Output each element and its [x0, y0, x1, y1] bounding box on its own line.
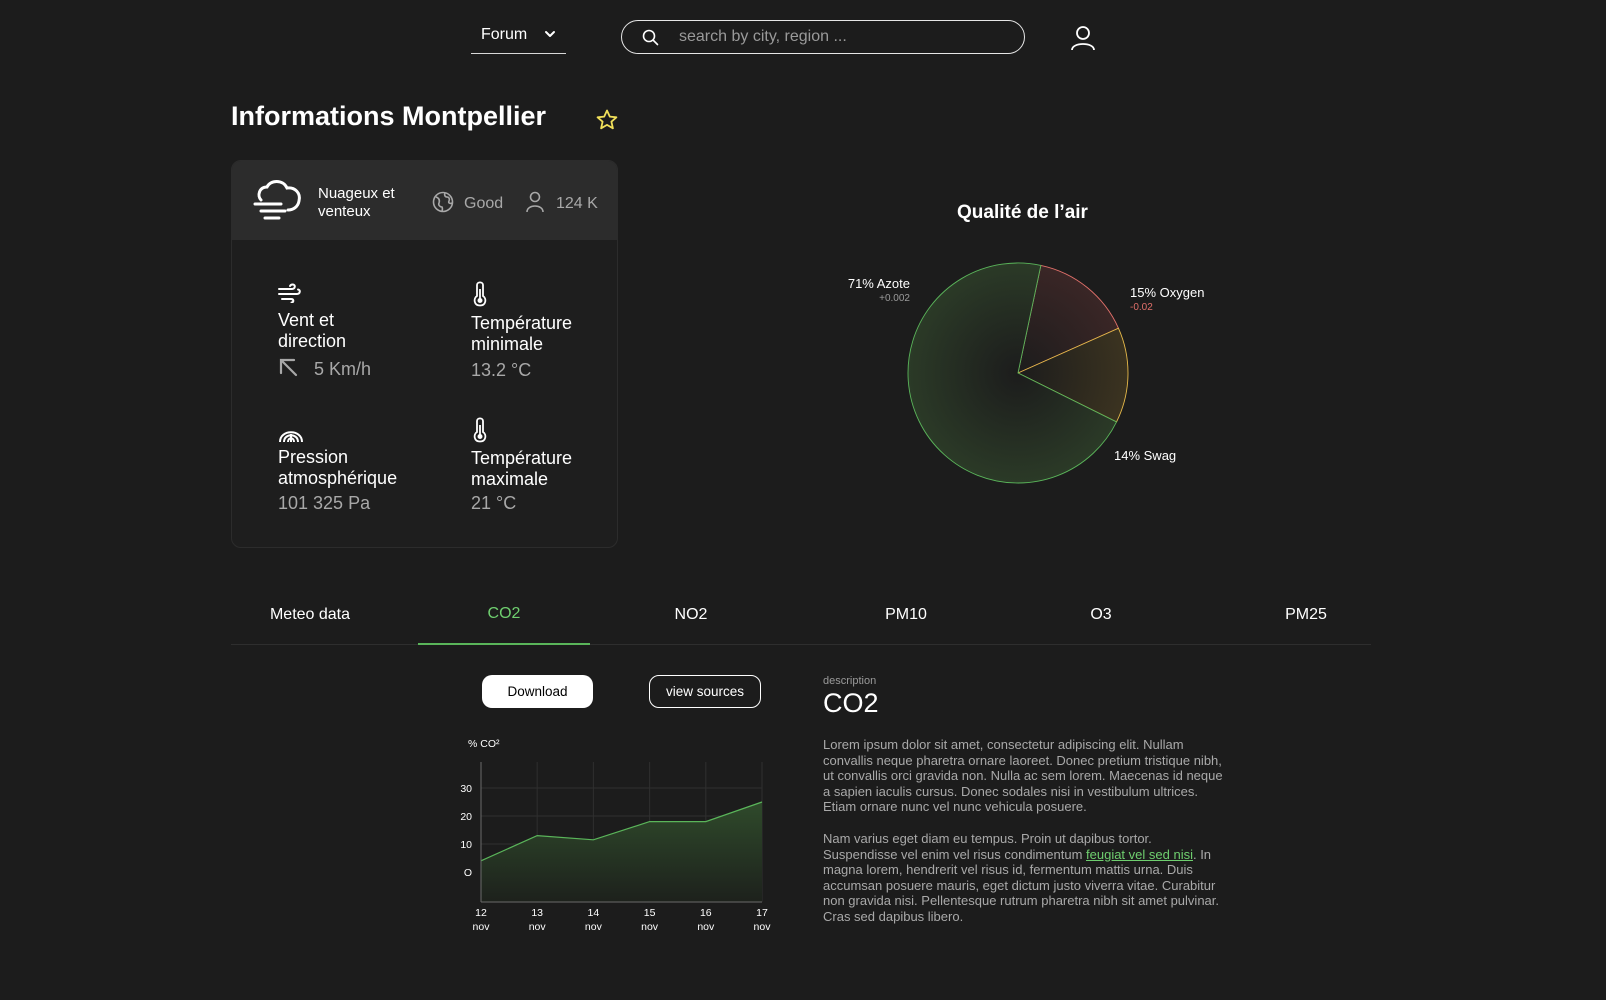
description-title: CO2 — [823, 688, 879, 718]
pie-label-oxygen: 15% Oxygen -0.02 — [1130, 285, 1204, 313]
wind-label: Vent et direction — [278, 310, 347, 351]
pie-delta-oxygen: -0.02 — [1130, 302, 1153, 313]
chart-xtick-day: 14 — [588, 907, 600, 919]
search-icon — [642, 29, 659, 45]
wind-icon — [278, 283, 301, 303]
chart-xtick-day: 16 — [700, 907, 712, 919]
page-title: Informations Montpellier — [231, 101, 547, 131]
chart-xtick-month: nov — [585, 921, 603, 933]
chart-ytick-label: 10 — [460, 839, 472, 851]
thermometer-icon — [473, 417, 487, 443]
co2-area-chart: % CO² O 10 20 30 12 nov 13 nov 14 nov 15 nov 16 nov 1… — [460, 738, 772, 933]
pressure-value: 101 325 Pa — [278, 493, 371, 513]
thermometer-icon — [473, 281, 487, 307]
wind-value: 5 Km/h — [314, 359, 372, 379]
cloud-wind-icon — [253, 180, 301, 220]
tab-pm25[interactable]: PM25 — [1285, 606, 1327, 623]
weather-summary: Nuageux et venteux Good 124 K — [232, 161, 617, 240]
search-input[interactable] — [679, 28, 999, 46]
chart-xtick-day: 17 — [756, 907, 768, 919]
description-paragraph-2: Nam varius eget diam eu tempus. Proin ut… — [823, 831, 1228, 925]
co2-area-fill — [481, 802, 762, 902]
weather-condition: Nuageux et venteux — [318, 185, 395, 220]
description-text-after-link: . In magna lorem, hendrerit vel risus id… — [823, 846, 1219, 924]
tab-pm10[interactable]: PM10 — [885, 606, 927, 623]
chart-xtick-month: nov — [697, 921, 715, 933]
description-text-before-link: Nam varius eget diam eu tempus. Proin ut… — [823, 831, 1152, 862]
pie-label-azote: 71% Azote +0.002 — [836, 276, 910, 304]
favorite-star-icon[interactable] — [595, 108, 619, 132]
air-status: Good — [464, 195, 504, 212]
download-button[interactable]: Download — [482, 675, 593, 708]
pie-label-azote-text: 71% Azote — [847, 276, 910, 291]
pollutant-tabs: Meteo data CO2 NO2 PM10 O3 PM25 — [231, 585, 1371, 645]
max-temp-label: Température maximale — [471, 448, 573, 489]
min-temp-label: Température minimale — [471, 313, 573, 354]
weather-card: Nuageux et venteux Good 124 K Vent et di… — [231, 160, 618, 548]
max-temp-value: 21 °C — [471, 493, 517, 513]
pie-slice-azote — [907, 262, 1118, 484]
pie-label-swag: 14% Swag — [1114, 448, 1176, 463]
chart-ytick-label: 30 — [460, 783, 472, 795]
chart-xtick-month: nov — [754, 921, 772, 933]
tab-meteo-data[interactable]: Meteo data — [269, 606, 351, 623]
pie-slice-swag — [1016, 327, 1129, 423]
arrow-up-left-icon — [279, 358, 298, 377]
description-link[interactable]: feugiat vel sed nisi — [1086, 846, 1193, 862]
chart-ytick-label: O — [464, 867, 472, 879]
description-caption: description — [823, 675, 877, 687]
chart-xtick-month: nov — [641, 921, 659, 933]
air-quality-pie-chart — [907, 262, 1129, 484]
description-paragraph-1: Lorem ipsum dolor sit amet, consectetur … — [823, 737, 1223, 815]
population-count: 124 K — [556, 195, 598, 212]
chart-xtick-month: nov — [473, 921, 491, 933]
pie-delta-azote: +0.002 — [879, 293, 910, 304]
tab-o3[interactable]: O3 — [1090, 606, 1112, 623]
user-account-icon[interactable] — [1069, 24, 1097, 52]
chart-xtick-day: 13 — [531, 907, 543, 919]
forum-dropdown-label: Forum — [481, 26, 528, 43]
tab-no2[interactable]: NO2 — [674, 606, 708, 623]
pie-label-swag-text: 14% Swag — [1114, 448, 1177, 463]
chart-ylabel: % CO² — [468, 738, 500, 750]
pie-label-oxygen-text: 15% Oxygen — [1130, 285, 1205, 300]
tab-co2[interactable]: CO2 — [418, 585, 590, 645]
pie-chart-title: Qualité de l’air — [957, 202, 1088, 223]
pressure-gauge-icon — [279, 431, 303, 443]
co2-series-line — [480, 801, 763, 862]
pressure-label: Pression atmosphérique — [278, 447, 398, 488]
min-temp-value: 13.2 °C — [471, 360, 532, 380]
chart-ytick-label: 20 — [460, 811, 472, 823]
chart-xtick-month: nov — [529, 921, 547, 933]
chevron-down-icon — [545, 31, 555, 37]
globe-icon — [432, 191, 454, 213]
view-sources-button[interactable]: view sources — [649, 675, 761, 708]
pie-slice-oxygen — [1017, 264, 1120, 374]
forum-dropdown[interactable]: Forum — [471, 20, 566, 54]
chart-xtick-day: 15 — [644, 907, 656, 919]
person-icon — [526, 191, 544, 213]
search-bar[interactable] — [621, 20, 1025, 54]
chart-xtick-day: 12 — [475, 907, 487, 919]
